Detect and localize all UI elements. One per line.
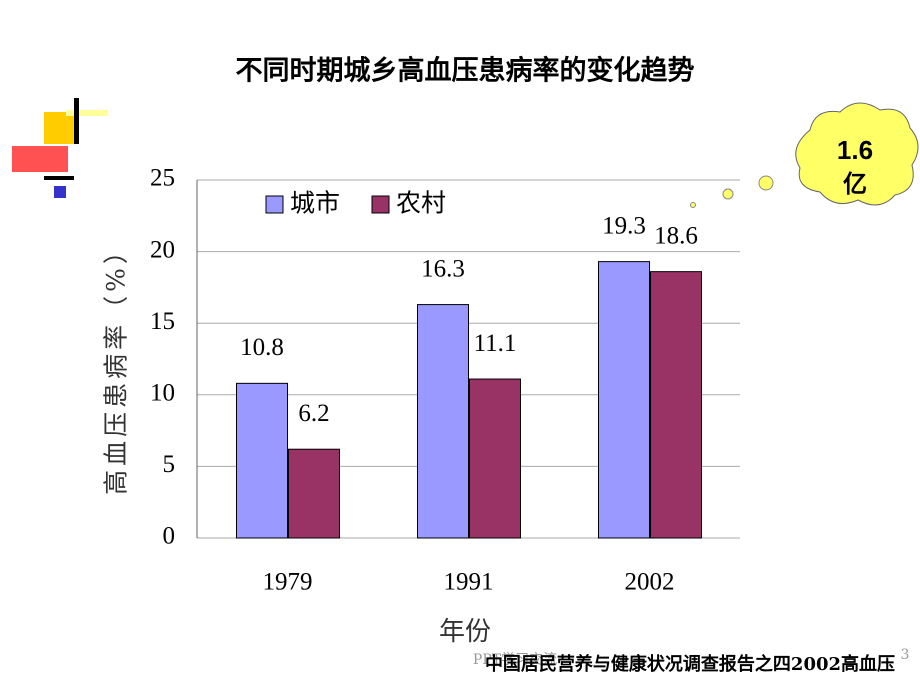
annotation: 亿: [843, 170, 867, 198]
annotation: 1.6: [837, 135, 873, 165]
watermark: PPT学习交流: [473, 651, 557, 668]
x-tick-label: 2002: [625, 569, 675, 596]
bar: [288, 448, 340, 539]
decor: [54, 186, 66, 198]
y-tick-label: 25: [150, 165, 175, 192]
bar: [598, 261, 650, 539]
y-tick-label: 20: [150, 236, 175, 263]
cloud-dot: [758, 175, 774, 191]
page-number: 3: [901, 647, 910, 663]
y-tick-label: 0: [163, 523, 176, 550]
bar: [469, 378, 521, 539]
y-tick-label: 5: [163, 451, 176, 478]
decor: [12, 146, 68, 172]
legend-label: 城市: [290, 189, 340, 218]
bar: [236, 382, 288, 539]
y-axis-label: 高血压患病率（%）: [102, 235, 131, 495]
legend-swatch: [371, 195, 390, 214]
cloud-dot: [722, 188, 734, 200]
source-note: 中国居民营养与健康状况调查报告之四2002高血压: [485, 653, 895, 675]
legend-label: 农村: [396, 189, 446, 218]
data-label: 11.1: [474, 330, 517, 357]
data-label: 19.3: [602, 212, 646, 239]
data-label: 18.6: [654, 222, 698, 249]
data-label: 10.8: [240, 334, 284, 361]
data-label: 6.2: [298, 400, 329, 427]
bar: [650, 271, 702, 539]
x-axis-label: 年份: [439, 617, 491, 647]
bar: [417, 304, 469, 539]
legend-swatch: [265, 195, 284, 214]
cloud-dot: [690, 202, 696, 208]
x-tick-label: 1991: [444, 569, 494, 596]
y-tick-label: 10: [150, 380, 175, 407]
y-tick-label: 15: [150, 308, 175, 335]
data-label: 16.3: [421, 255, 465, 282]
decor: [66, 110, 108, 116]
decor: [44, 112, 74, 144]
decor: [44, 176, 74, 180]
chart-title: 不同时期城乡高血压患病率的变化趋势: [236, 55, 695, 87]
cloud: [795, 102, 919, 206]
x-tick-label: 1979: [263, 569, 313, 596]
callout: 1.6 亿: [690, 102, 919, 208]
decor: [74, 98, 79, 144]
